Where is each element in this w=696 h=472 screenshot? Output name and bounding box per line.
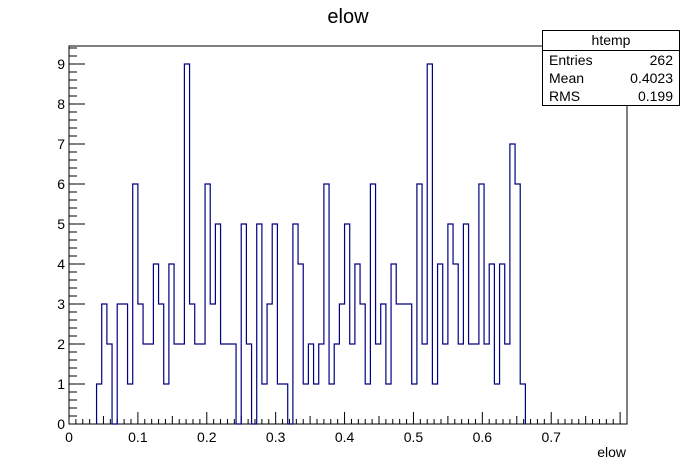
- stats-title: htemp: [543, 31, 679, 51]
- stats-box: htemp Entries 262 Mean 0.4023 RMS 0.199: [542, 30, 680, 106]
- stats-mean-label: Mean: [549, 70, 585, 86]
- stats-rms-label: RMS: [549, 88, 581, 104]
- y-tick-label: 4: [57, 256, 65, 272]
- x-tick-label: 0.6: [473, 429, 493, 445]
- x-tick-label: 0: [65, 429, 73, 445]
- y-tick-label: 8: [57, 96, 65, 112]
- y-tick-label: 5: [57, 216, 65, 232]
- stats-mean-row: Mean 0.4023: [543, 69, 679, 87]
- x-tick-label: 0.4: [335, 429, 355, 445]
- y-tick-label: 6: [57, 176, 65, 192]
- x-tick-label: 0.3: [266, 429, 286, 445]
- x-axis-ticks: 0 0.1 0.2 0.3 0.4 0.5 0.6 0.7: [65, 412, 628, 445]
- stats-entries-row: Entries 262: [543, 51, 679, 69]
- chart-title: elow: [327, 6, 369, 28]
- stats-mean-value: 0.4023: [630, 70, 673, 86]
- y-tick-label: 9: [57, 56, 65, 72]
- y-tick-label: 1: [57, 376, 65, 392]
- y-tick-label: 2: [57, 336, 65, 352]
- y-tick-label: 0: [57, 416, 65, 432]
- stats-rms-value: 0.199: [637, 88, 673, 104]
- histogram-outline: [95, 63, 526, 425]
- x-tick-label: 0.2: [197, 429, 217, 445]
- x-axis-label: elow: [597, 444, 626, 460]
- stats-entries-value: 262: [649, 52, 673, 68]
- stats-rms-row: RMS 0.199: [543, 87, 679, 105]
- x-tick-label: 0.5: [404, 429, 424, 445]
- stats-entries-label: Entries: [549, 52, 593, 68]
- x-tick-label: 0.1: [128, 429, 148, 445]
- plot-frame: [68, 45, 628, 425]
- y-tick-label: 3: [57, 296, 65, 312]
- y-tick-label: 7: [57, 136, 65, 152]
- y-axis-ticks: 0 1 2 3 4 5 6 7 8 9: [57, 47, 85, 432]
- x-tick-label: 0.7: [541, 429, 561, 445]
